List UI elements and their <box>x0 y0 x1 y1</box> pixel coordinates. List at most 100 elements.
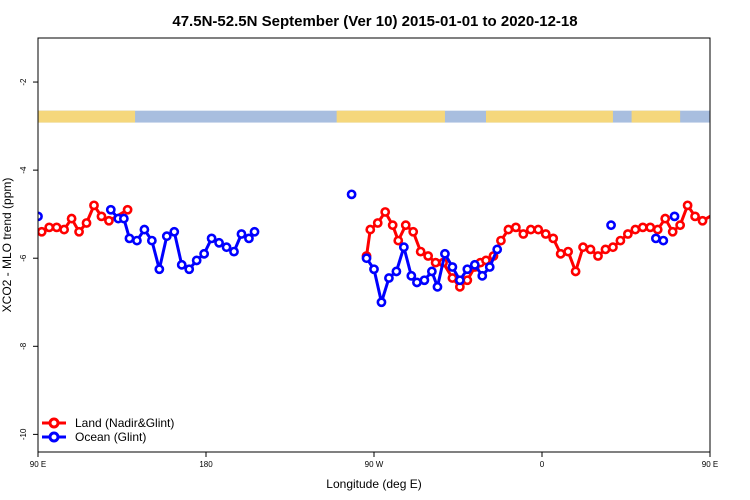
data-point <box>408 226 419 237</box>
x-tick-label: 90 E <box>702 460 718 469</box>
data-point <box>161 231 172 242</box>
data-point <box>122 204 133 215</box>
data-point <box>447 262 458 272</box>
data-point <box>384 273 394 283</box>
data-point <box>652 224 663 235</box>
data-point <box>139 224 150 235</box>
data-point <box>667 226 678 237</box>
data-point <box>393 235 404 246</box>
data-point <box>484 262 495 272</box>
y-tick-label: -8 <box>19 342 28 350</box>
data-point <box>690 211 700 222</box>
data-point <box>406 270 417 281</box>
surface-land-segment <box>336 110 445 123</box>
data-point <box>675 220 686 231</box>
y-axis-label: XCO2 - MLO trend (ppm) <box>0 178 14 313</box>
data-point <box>419 275 430 286</box>
data-point <box>510 222 521 233</box>
data-point <box>96 211 107 222</box>
data-point <box>658 235 669 246</box>
data-point <box>199 248 210 259</box>
x-axis: 90 E 180 90 W 0 90 E <box>30 452 718 469</box>
data-point <box>89 200 99 211</box>
series-line <box>717 210 750 269</box>
data-point <box>391 266 402 277</box>
data-point <box>645 222 656 233</box>
data-point <box>660 213 671 224</box>
data-point <box>608 242 618 253</box>
data-point <box>206 233 217 244</box>
surface-land-segment <box>38 110 136 123</box>
data-point <box>714 206 721 213</box>
data-point <box>380 207 391 217</box>
data-point <box>555 248 566 259</box>
x-tick-label: 0 <box>540 460 545 469</box>
data-point <box>169 226 180 237</box>
data-point <box>372 218 383 228</box>
chart-title: 47.5N-52.5N September (Ver 10) 2015-01-0… <box>172 13 577 30</box>
data-point <box>66 213 77 224</box>
data-point <box>630 224 641 235</box>
data-point <box>697 215 708 226</box>
data-point <box>570 266 581 277</box>
y-tick-label: -2 <box>19 78 28 86</box>
data-point <box>430 257 441 268</box>
data-point <box>38 226 47 237</box>
data-point <box>503 224 514 235</box>
data-point <box>236 229 247 239</box>
data-point <box>533 224 544 235</box>
series-land <box>38 200 725 292</box>
data-point <box>400 220 411 231</box>
data-point <box>742 237 749 244</box>
x-tick-label: 90 W <box>365 460 384 469</box>
surface-land-segment <box>486 110 613 123</box>
data-point <box>426 266 437 277</box>
data-point <box>176 259 187 270</box>
series-layer <box>38 189 750 308</box>
data-point <box>440 248 450 259</box>
data-point <box>462 275 473 286</box>
data-point <box>615 235 626 246</box>
surface-type-bar <box>38 110 710 123</box>
data-point <box>447 273 458 283</box>
data-point <box>191 255 202 266</box>
data-point <box>525 224 536 235</box>
data-point <box>721 215 728 222</box>
data-point <box>59 224 70 235</box>
data-point <box>423 251 434 261</box>
data-point <box>415 246 426 257</box>
data-point <box>729 215 736 222</box>
data-point <box>51 222 62 233</box>
data-point <box>496 235 506 246</box>
data-point <box>682 200 693 211</box>
data-point <box>734 235 741 242</box>
data-point <box>477 270 488 281</box>
data-point <box>249 226 260 237</box>
data-point <box>563 246 574 257</box>
data-point <box>622 229 633 239</box>
data-point <box>540 229 551 239</box>
data-point <box>585 244 596 255</box>
data-point <box>637 222 648 233</box>
data-point <box>718 206 725 213</box>
legend: Land (Nadir&Glint) Ocean (Glint) <box>42 416 174 444</box>
data-point <box>229 246 239 257</box>
data-point <box>518 229 529 239</box>
data-point <box>146 235 157 246</box>
data-point <box>387 220 398 231</box>
data-point <box>221 242 232 253</box>
data-point <box>600 244 611 255</box>
series-ocean <box>38 189 750 308</box>
data-point <box>132 235 142 246</box>
legend-label-land: Land (Nadir&Glint) <box>75 416 174 430</box>
data-point <box>214 237 224 248</box>
data-point <box>104 215 114 226</box>
data-point <box>244 233 254 244</box>
data-point <box>606 220 616 231</box>
data-point <box>462 264 473 275</box>
y-tick-label: -6 <box>19 254 28 262</box>
data-point <box>369 264 379 275</box>
data-point <box>184 264 195 275</box>
data-point <box>469 259 480 270</box>
data-point <box>81 218 92 228</box>
